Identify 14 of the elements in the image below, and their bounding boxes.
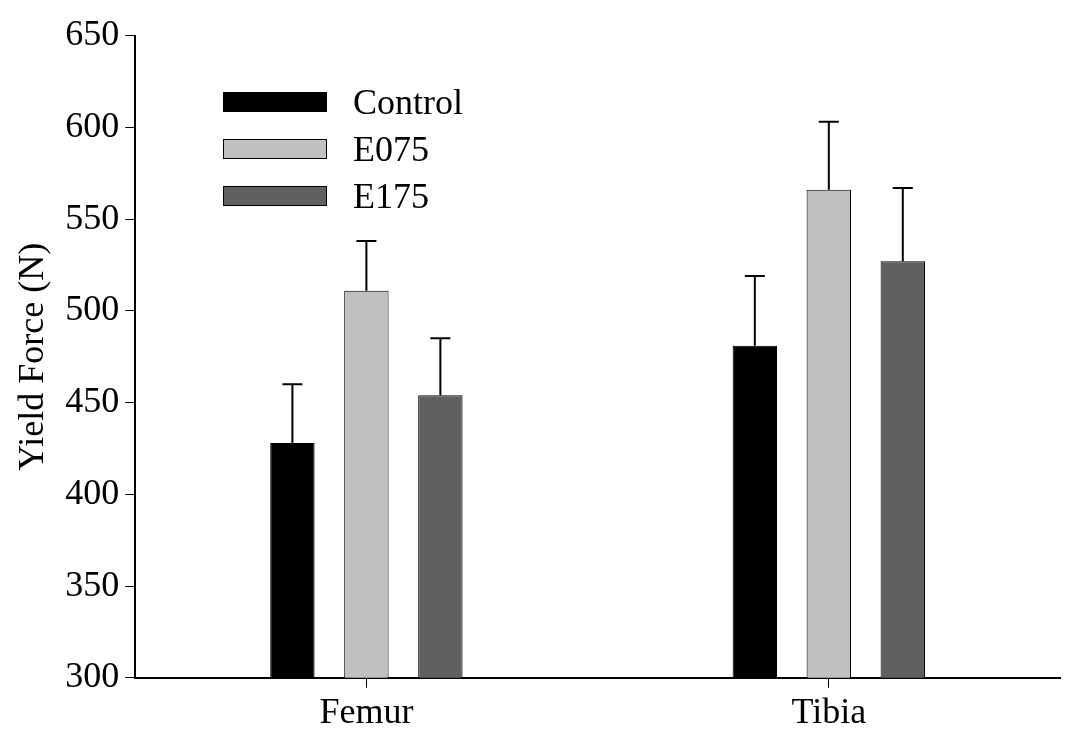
x-tick-label: Tibia <box>791 690 867 731</box>
y-tick-label: 350 <box>65 563 120 604</box>
y-axis-title: Yield Force (N) <box>11 242 52 471</box>
legend-label: Control <box>353 80 464 123</box>
x-tick-label: Femur <box>319 690 414 731</box>
y-tick-label: 400 <box>65 471 120 512</box>
y-tick-label: 550 <box>65 196 120 237</box>
y-tick-label: 600 <box>65 104 120 145</box>
legend-label: E175 <box>353 174 429 217</box>
legend-label: E075 <box>353 127 429 170</box>
y-tick-label: 300 <box>65 655 120 696</box>
y-tick-label: 650 <box>65 13 120 54</box>
y-tick-label: 500 <box>65 288 120 329</box>
y-tick-label: 450 <box>65 380 120 421</box>
